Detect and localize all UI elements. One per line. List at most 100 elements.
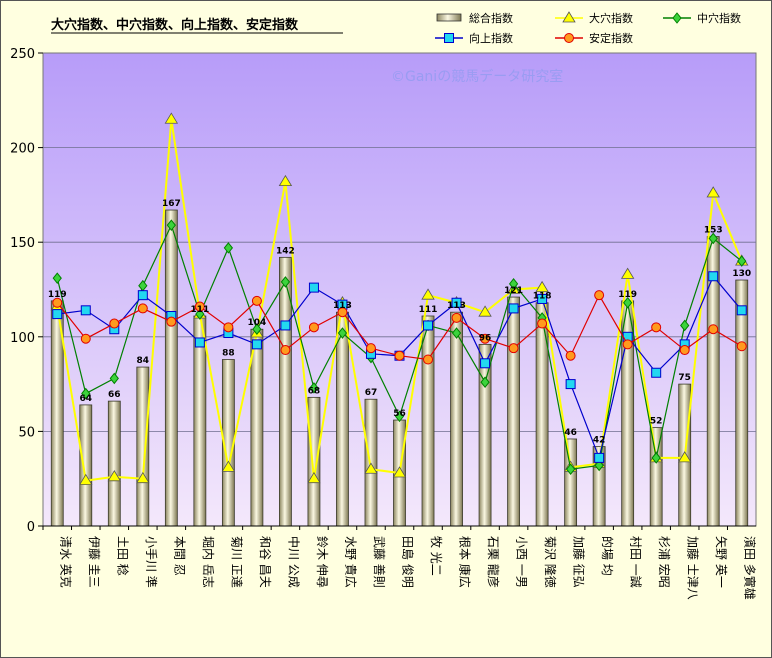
marker-diamond: [309, 382, 319, 394]
marker-circle: [736, 341, 747, 352]
marker-triangle: [421, 288, 435, 300]
watermark: ©Ganiの競馬データ研究室: [391, 68, 563, 85]
marker-circle: [508, 343, 519, 354]
bar-value-label: 88: [222, 349, 235, 359]
marker-diamond: [623, 296, 633, 309]
marker-triangle: [107, 470, 122, 482]
marker-diamond: [81, 387, 91, 400]
bar-value-label: 52: [650, 417, 663, 427]
marker-circle: [394, 350, 405, 361]
bar: [250, 328, 264, 527]
bar-value-label: 119: [48, 290, 67, 300]
marker-triangle: [221, 460, 236, 472]
marker-square: [565, 379, 576, 390]
marker-square: [537, 293, 548, 304]
marker-triangle: [364, 462, 378, 474]
bar-value-label: 113: [333, 301, 352, 311]
bar: [735, 279, 749, 527]
marker-circle: [308, 322, 319, 333]
marker-diamond: [680, 319, 690, 332]
bar-value-label: 64: [80, 394, 93, 404]
marker-triangle: [307, 471, 321, 484]
marker-triangle: [79, 473, 93, 485]
marker-diamond: [109, 372, 119, 385]
x-tick-label: 村田 一誠: [629, 536, 643, 588]
bar-value-label: 66: [108, 390, 121, 400]
x-tick-label: 中川 公成: [286, 536, 301, 588]
bar: [478, 343, 492, 527]
bar-value-label: 96: [479, 333, 492, 343]
x-tick-label: 清水 英克: [58, 536, 72, 588]
marker-triangle: [278, 174, 293, 187]
x-tick-label: 田島 俊明: [401, 536, 416, 588]
bar: [421, 315, 435, 527]
marker-diamond: [280, 276, 291, 288]
y-tick-label: 50: [18, 425, 35, 440]
chart-title: 大穴指数、中穴指数、向上指数、安定指数: [51, 17, 299, 33]
bar-value-label: 111: [190, 305, 209, 315]
bar: [507, 296, 520, 527]
legend-label: 中穴指数: [697, 11, 741, 25]
bar-value-label: 68: [308, 386, 321, 396]
bar-value-label: 153: [704, 226, 723, 236]
marker-diamond: [594, 459, 604, 472]
x-tick-label: 本間 忍: [172, 536, 186, 576]
bar-value-label: 56: [393, 409, 406, 419]
marker-circle: [679, 345, 690, 356]
marker-diamond: [223, 242, 234, 254]
marker-diamond: [451, 327, 462, 339]
marker-triangle: [392, 466, 407, 478]
x-tick-label: 加藤 士津八: [686, 536, 700, 600]
marker-square: [736, 305, 747, 316]
marker-circle: [423, 354, 434, 365]
legend-item: 向上指数: [435, 31, 513, 45]
x-tick-label: 小西 一男: [515, 536, 529, 588]
marker-circle: [537, 318, 548, 329]
marker-circle: [451, 312, 462, 323]
marker-circle: [480, 333, 491, 344]
y-tick-label: 150: [10, 236, 35, 251]
bar: [107, 400, 121, 527]
marker-diamond: [52, 272, 62, 284]
bar-value-label: 84: [137, 356, 150, 366]
legend-swatch-bar: [436, 13, 462, 22]
marker-square: [594, 452, 605, 463]
bar: [193, 315, 207, 527]
marker-triangle: [478, 305, 492, 317]
bar-value-label: 119: [618, 290, 637, 300]
marker-square: [308, 282, 319, 293]
legend-label: 総合指数: [469, 11, 513, 25]
legend-label: 大穴指数: [589, 11, 633, 25]
x-axis: 清水 英克 伊藤 圭三 土田 稔 小手川 準本間 忍 堀内 岳志 菊川 正達 和谷 昌夫 中川…: [42, 525, 758, 600]
y-tick-label: 200: [10, 142, 35, 157]
marker-circle: [194, 301, 205, 312]
marker-diamond: [195, 308, 205, 320]
y-axis: 0 50 100 150 200 250: [10, 47, 43, 535]
marker-diamond: [166, 219, 176, 231]
x-tick-label: 石栗 龍彦: [486, 536, 501, 588]
bar: [336, 311, 349, 527]
bar: [307, 396, 321, 527]
x-tick-label: 伊藤 圭三: [87, 536, 101, 588]
y-tick-label: 0: [27, 520, 35, 535]
x-tick-label: 水野 貴広: [343, 536, 357, 588]
marker-square: [451, 297, 462, 308]
marker-diamond: [480, 376, 490, 389]
marker-diamond: [252, 323, 262, 336]
marker-triangle: [136, 471, 150, 484]
marker-square: [137, 290, 148, 301]
line-series: [50, 112, 749, 485]
marker-square: [280, 320, 291, 331]
marker-circle: [280, 345, 291, 356]
data-labels: 119 64 66 84 167 111 88 104 142 68 113 67 56 111 113 96…: [48, 199, 751, 446]
marker-triangle: [535, 280, 549, 293]
marker-circle: [52, 297, 63, 308]
marker-circle: [166, 316, 177, 327]
marker-triangle: [620, 267, 635, 279]
legend-item: 総合指数: [436, 11, 513, 25]
x-tick-label: 武藤 善則: [372, 536, 387, 588]
x-tick-label: 鈴木 伸尋: [315, 536, 330, 588]
bar-value-label: 42: [593, 436, 606, 446]
marker-triangle: [164, 112, 179, 124]
